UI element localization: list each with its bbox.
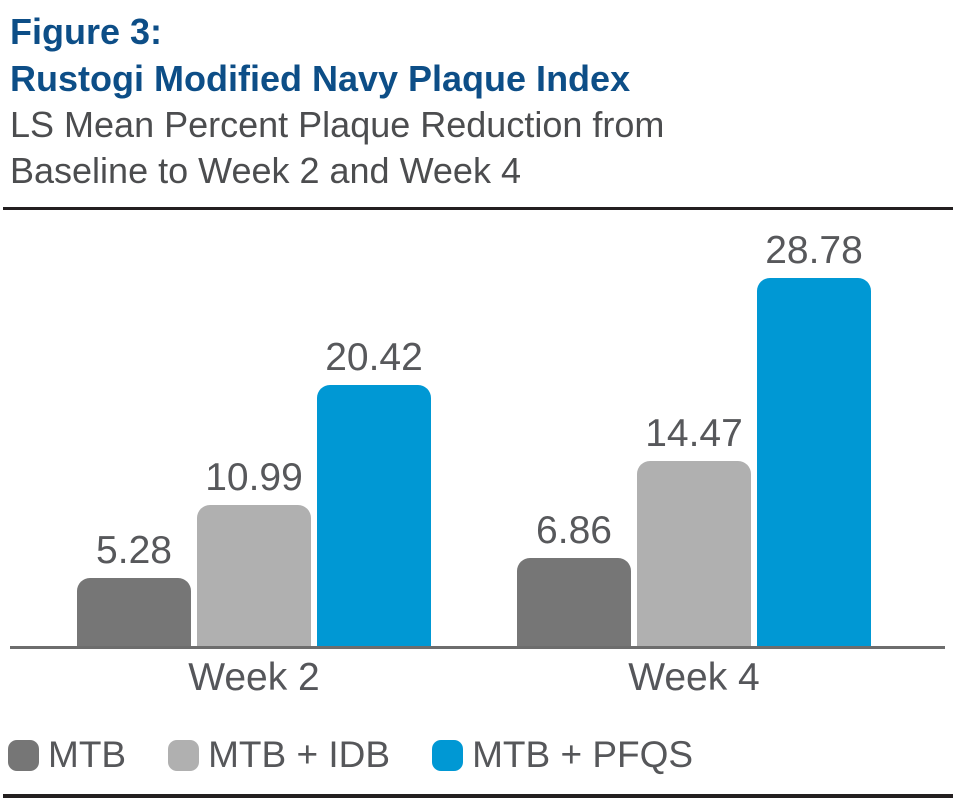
legend-swatch-mtb-icon [8,739,39,771]
bar-column-mtb-week2: 5.28 [77,529,191,646]
legend-swatch-mtb-idb-icon [168,739,200,771]
bar-value-label: 10.99 [205,456,303,500]
bar-mtb-week2 [77,578,191,646]
chart-legend: MTB MTB + IDB MTB + PFQS [8,734,956,776]
bar-column-mtb-idb-week2: 10.99 [197,456,311,646]
bar-column-mtb-week4: 6.86 [517,509,631,646]
legend-label-mtb-pfqs: MTB + PFQS [472,734,694,775]
bar-chart-plot-area: 5.28 10.99 20.42 6.86 14.47 28.78 [10,229,945,649]
legend-label-mtb: MTB [48,734,127,775]
figure-title: Rustogi Modified Navy Plaque Index [10,58,631,99]
bar-mtb-idb-week4 [637,460,751,646]
bar-mtb-pfqs-week4 [757,277,871,646]
bar-column-mtb-idb-week4: 14.47 [637,412,751,646]
x-axis-labels: Week 2 Week 4 [10,656,945,700]
bar-value-label: 6.86 [536,509,612,553]
legend-swatch-mtb-pfqs-icon [432,739,464,771]
bar-column-mtb-pfqs-week2: 20.42 [317,336,431,646]
bar-mtb-week4 [517,558,631,646]
bar-mtb-idb-week2 [197,505,311,646]
legend-item-mtb: MTB [8,734,126,776]
figure-subtitle-line2: Baseline to Week 2 and Week 4 [10,150,521,191]
bar-value-label: 28.78 [765,228,863,272]
bar-group-week2: 5.28 10.99 20.42 [77,336,431,646]
legend-item-mtb-pfqs: MTB + PFQS [432,734,693,776]
header-divider [3,207,953,210]
x-axis-label-week4: Week 4 [628,656,760,699]
figure-label: Figure 3: [10,11,163,52]
bar-group-week4: 6.86 14.47 28.78 [517,229,871,646]
bar-value-label: 5.28 [96,529,172,573]
bar-value-label: 14.47 [645,411,743,455]
bar-mtb-pfqs-week2 [317,384,431,646]
legend-item-mtb-idb: MTB + IDB [168,734,390,776]
bar-column-mtb-pfqs-week4: 28.78 [757,229,871,646]
bottom-divider [3,794,953,798]
legend-label-mtb-idb: MTB + IDB [208,734,391,775]
figure-header: Figure 3: Rustogi Modified Navy Plaque I… [0,8,956,194]
x-axis-label-week2: Week 2 [188,656,320,699]
figure-subtitle-line1: LS Mean Percent Plaque Reduction from [10,104,665,145]
bar-value-label: 20.42 [325,335,423,379]
